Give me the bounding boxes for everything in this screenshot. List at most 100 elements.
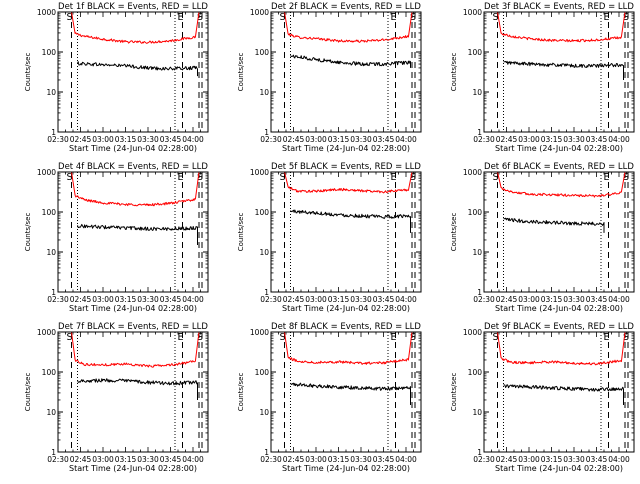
- time-marker-label: S: [623, 12, 629, 23]
- events-series-line: [503, 217, 605, 233]
- x-tick-label: 02:30: [260, 295, 282, 304]
- plot-frame: [483, 331, 635, 453]
- x-tick-label: 04:00: [395, 455, 417, 464]
- y-tick-label: 10: [472, 248, 482, 257]
- y-axis-label: Counts/sec: [237, 53, 245, 92]
- x-tick-label: 03:15: [541, 295, 563, 304]
- x-axis-label: Start Time (24-Jun-04 02:28:00): [495, 304, 623, 313]
- y-axis-label: Counts/sec: [237, 213, 245, 252]
- x-tick-label: 03:15: [541, 455, 563, 464]
- y-tick-label: 100: [468, 368, 483, 377]
- panel-title: Det 1f BLACK = Events, RED = LLD: [58, 2, 208, 12]
- time-marker-label: S: [410, 172, 416, 183]
- y-axis-label: Counts/sec: [24, 53, 32, 92]
- events-series-line: [290, 209, 411, 233]
- panel-title: Det 8f BLACK = Events, RED = LLD: [271, 322, 421, 332]
- y-tick-label: 10: [259, 408, 269, 417]
- events-series-line: [503, 384, 624, 405]
- x-tick-label: 03:45: [373, 295, 395, 304]
- y-tick-label: 1000: [250, 168, 269, 177]
- events-series-line: [77, 223, 198, 245]
- y-tick-label: 1: [477, 288, 482, 297]
- x-tick-label: 03:45: [160, 295, 182, 304]
- x-axis-label: Start Time (24-Jun-04 02:28:00): [282, 464, 410, 473]
- y-axis-label: Counts/sec: [450, 213, 458, 252]
- x-tick-label: 03:15: [541, 135, 563, 144]
- x-tick-label: 03:30: [563, 295, 585, 304]
- y-tick-label: 1: [264, 128, 269, 137]
- detector-panel: Det 8f BLACK = Events, RED = LLD Counts/s…: [237, 322, 422, 473]
- x-tick-label: 03:15: [328, 295, 350, 304]
- x-tick-label: 02:45: [70, 135, 92, 144]
- x-tick-label: 03:00: [518, 455, 540, 464]
- y-axis-label: Counts/sec: [237, 373, 245, 412]
- lld-series-line: [284, 11, 413, 43]
- x-tick-label: 02:30: [47, 295, 69, 304]
- time-marker-label: E: [391, 172, 397, 183]
- x-tick-label: 03:15: [328, 135, 350, 144]
- x-tick-label: 02:45: [283, 455, 305, 464]
- plot-frame: [57, 171, 209, 293]
- detector-panel: Det 1f BLACK = Events, RED = LLD Counts/s…: [24, 2, 209, 153]
- time-marker-label: E: [391, 12, 397, 23]
- y-tick-label: 1: [264, 288, 269, 297]
- x-tick-label: 04:00: [395, 135, 417, 144]
- y-tick-label: 10: [46, 88, 56, 97]
- y-tick-label: 1000: [250, 8, 269, 17]
- y-tick-label: 100: [42, 368, 57, 377]
- panel-title: Det 2f BLACK = Events, RED = LLD: [271, 2, 421, 12]
- x-tick-label: 03:45: [160, 135, 182, 144]
- x-axis-label: Start Time (24-Jun-04 02:28:00): [69, 464, 197, 473]
- panel-title: Det 4f BLACK = Events, RED = LLD: [58, 162, 208, 172]
- plot-frame: [270, 171, 422, 293]
- plot-frame: [270, 11, 422, 133]
- x-tick-label: 04:00: [608, 455, 630, 464]
- y-tick-label: 100: [255, 48, 270, 57]
- time-marker-label: S: [280, 12, 286, 23]
- x-tick-label: 03:45: [586, 135, 608, 144]
- x-tick-label: 03:30: [137, 295, 159, 304]
- lld-series-line: [284, 171, 413, 194]
- lld-series-line: [71, 171, 200, 207]
- x-tick-label: 02:45: [70, 455, 92, 464]
- time-marker-label: E: [178, 332, 184, 343]
- plot-frame: [483, 171, 635, 293]
- y-tick-label: 1: [51, 448, 56, 457]
- lld-series-line: [71, 331, 200, 368]
- x-tick-label: 02:45: [283, 295, 305, 304]
- x-tick-label: 02:30: [260, 455, 282, 464]
- x-tick-label: 03:00: [305, 295, 327, 304]
- x-tick-label: 04:00: [182, 295, 204, 304]
- x-axis-label: Start Time (24-Jun-04 02:28:00): [69, 304, 197, 313]
- x-tick-label: 02:45: [283, 135, 305, 144]
- x-axis-label: Start Time (24-Jun-04 02:28:00): [282, 304, 410, 313]
- time-marker-label: S: [493, 12, 499, 23]
- events-series-line: [290, 54, 411, 68]
- lld-series-line: [497, 11, 626, 43]
- time-marker-label: S: [67, 12, 73, 23]
- time-marker-label: E: [391, 332, 397, 343]
- events-series-line: [290, 382, 411, 405]
- x-tick-label: 02:30: [47, 455, 69, 464]
- x-tick-label: 04:00: [182, 455, 204, 464]
- time-marker-label: E: [178, 12, 184, 23]
- y-tick-label: 1000: [37, 8, 56, 17]
- detector-panel: Det 5f BLACK = Events, RED = LLD Counts/s…: [237, 162, 422, 313]
- y-tick-label: 1: [264, 448, 269, 457]
- time-marker-label: S: [410, 12, 416, 23]
- x-tick-label: 04:00: [182, 135, 204, 144]
- x-axis-label: Start Time (24-Jun-04 02:28:00): [495, 144, 623, 153]
- x-tick-label: 03:30: [350, 295, 372, 304]
- y-tick-label: 1000: [250, 328, 269, 337]
- time-marker-label: S: [623, 172, 629, 183]
- x-tick-label: 03:30: [563, 455, 585, 464]
- plot-frame: [57, 11, 209, 133]
- detector-panel: Det 7f BLACK = Events, RED = LLD Counts/s…: [24, 322, 209, 473]
- y-axis-label: Counts/sec: [450, 373, 458, 412]
- y-tick-label: 10: [259, 248, 269, 257]
- x-tick-label: 03:00: [305, 455, 327, 464]
- x-tick-label: 03:45: [160, 455, 182, 464]
- y-tick-label: 1: [51, 128, 56, 137]
